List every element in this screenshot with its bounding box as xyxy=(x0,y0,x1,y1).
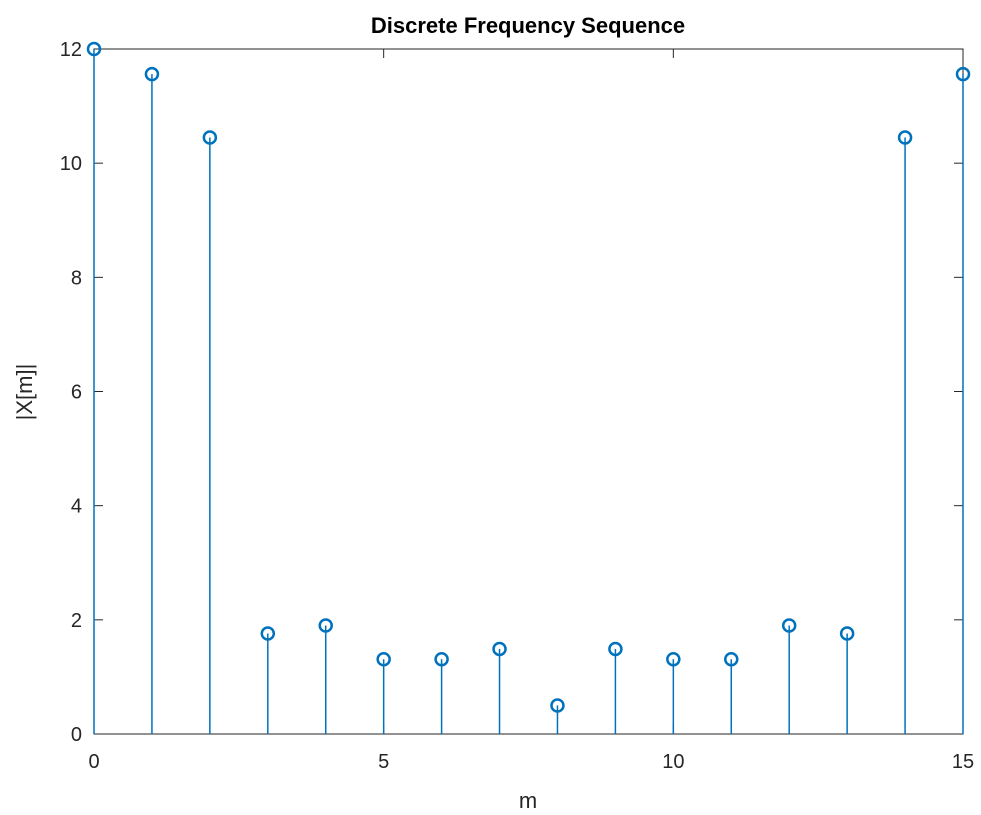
y-tick-label: 12 xyxy=(60,39,82,61)
stem-marker xyxy=(318,618,333,633)
stem-marker xyxy=(202,130,218,145)
stem-marker xyxy=(492,641,507,657)
stem-marker xyxy=(608,641,623,657)
stem-marker xyxy=(434,651,449,667)
plot-area: 0 2 4 6 8 10 12 0 5 10 15 xyxy=(60,39,974,773)
x-tick-label: 5 xyxy=(378,751,389,773)
y-tick-label: 4 xyxy=(71,496,82,518)
stem-marker xyxy=(724,651,739,667)
x-axis-label: m xyxy=(519,788,537,813)
stem-marker xyxy=(781,618,797,633)
axes-box xyxy=(93,48,964,735)
y-tick-label: 2 xyxy=(71,610,82,632)
x-tick-label: 0 xyxy=(88,751,99,773)
y-tick-label: 8 xyxy=(71,267,82,289)
y-tick-label: 0 xyxy=(71,724,82,746)
chart-title: Discrete Frequency Sequence xyxy=(371,13,685,38)
y-tick-label: 10 xyxy=(60,153,82,175)
y-axis-label: |X[m]| xyxy=(12,364,37,421)
stem-marker xyxy=(144,66,160,82)
stem-marker xyxy=(376,651,391,667)
stem-marker xyxy=(86,41,102,57)
y-tick-label: 6 xyxy=(71,382,82,404)
x-tick-label: 15 xyxy=(952,751,974,773)
stem-marker xyxy=(839,626,855,641)
stem-marker xyxy=(260,626,276,641)
x-tick-label: 10 xyxy=(662,751,684,773)
stem-marker xyxy=(955,66,971,82)
stem-marker xyxy=(550,698,565,713)
stem-marker xyxy=(897,130,913,145)
stem-marker xyxy=(666,651,681,667)
